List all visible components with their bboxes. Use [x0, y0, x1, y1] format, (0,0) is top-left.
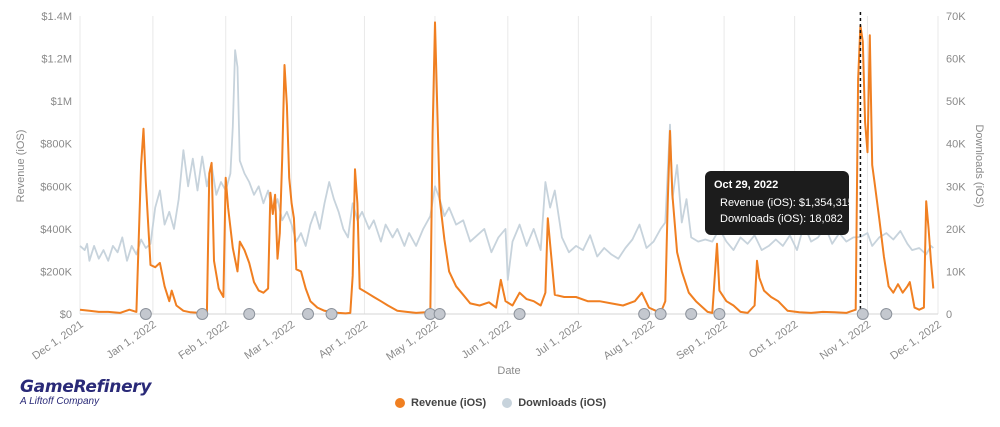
tooltip-date: Oct 29, 2022 — [714, 179, 779, 191]
left-tick-label: $1.2M — [41, 54, 72, 66]
left-axis-title: Revenue (iOS) — [15, 130, 27, 203]
x-tick-label: Mar 1, 2022 — [242, 319, 297, 363]
left-tick-label: $1M — [51, 96, 72, 108]
event-marker[interactable] — [713, 308, 726, 320]
x-tick-label: Sep 1, 2022 — [674, 319, 729, 363]
x-axis-title: Date — [497, 365, 520, 377]
event-marker[interactable] — [654, 308, 667, 320]
left-tick-label: $1.4M — [41, 11, 72, 23]
right-tick-label: 40K — [946, 139, 966, 151]
legend-item-revenue[interactable]: Revenue (iOS) — [395, 397, 486, 409]
x-tick-label: May 1, 2022 — [384, 319, 440, 364]
downloads-legend-dot-icon — [502, 398, 513, 408]
revenue-series-line — [79, 21, 935, 315]
series-layer — [79, 21, 935, 315]
event-marker[interactable] — [139, 308, 152, 320]
event-marker[interactable] — [880, 308, 893, 320]
event-marker[interactable] — [433, 308, 446, 320]
brand-logo: GameRefinery A Liftoff Company — [20, 377, 151, 407]
tooltip-downloads-text: Downloads (iOS): 18,082 — [720, 213, 843, 225]
event-markers — [139, 308, 893, 320]
right-tick-label: 60K — [946, 54, 966, 66]
legend-downloads-label: Downloads (iOS) — [518, 397, 607, 409]
legend-revenue-label: Revenue (iOS) — [411, 397, 487, 409]
brand-name: GameRefinery — [20, 377, 152, 397]
event-marker[interactable] — [302, 308, 315, 320]
revenue-legend-dot-icon — [395, 398, 405, 408]
x-tick-label: Jan 1, 2022 — [105, 319, 159, 362]
event-marker[interactable] — [513, 308, 526, 320]
x-tick-label: Nov 1, 2022 — [818, 319, 873, 363]
event-marker[interactable] — [196, 308, 209, 320]
left-tick-label: $800K — [40, 139, 72, 151]
event-marker[interactable] — [243, 308, 256, 320]
left-tick-label: $400K — [40, 224, 72, 236]
left-tick-label: $200K — [40, 266, 72, 278]
brand-tagline: A Liftoff Company — [20, 396, 100, 407]
x-tick-label: Jun 1, 2022 — [460, 319, 514, 362]
right-tick-label: 10K — [946, 266, 966, 278]
x-tick-label: Feb 1, 2022 — [176, 319, 231, 363]
x-tick-label: Aug 1, 2022 — [601, 319, 656, 363]
x-tick-label: Oct 1, 2022 — [747, 319, 800, 361]
right-tick-label: 70K — [946, 11, 966, 23]
right-tick-label: 50K — [946, 96, 966, 108]
left-axis-ticks: $0 $200K $400K $600K $800K $1M $1.2M $1.4M — [40, 11, 72, 321]
left-tick-label: $0 — [60, 309, 72, 321]
downloads-series-line — [79, 49, 934, 281]
right-tick-label: 20K — [946, 224, 966, 236]
event-marker[interactable] — [856, 308, 869, 320]
right-axis-title: Downloads (iOS) — [973, 124, 985, 207]
data-tooltip: Oct 29, 2022 Revenue (iOS): $1,354,315 D… — [705, 171, 854, 235]
right-tick-label: 30K — [946, 181, 966, 193]
x-tick-label: Apr 1, 2022 — [317, 319, 370, 361]
legend-item-downloads[interactable]: Downloads (iOS) — [502, 397, 606, 409]
event-marker[interactable] — [685, 308, 698, 320]
event-marker[interactable] — [325, 308, 338, 320]
right-axis-ticks: 0 10K 20K 30K 40K 50K 60K 70K — [946, 11, 966, 321]
x-tick-label: Dec 1, 2021 — [30, 319, 85, 363]
tooltip-revenue-row: Revenue (iOS): $1,354,315 — [714, 197, 854, 209]
x-tick-label: Jul 1, 2022 — [533, 319, 584, 360]
tooltip-revenue-text: Revenue (iOS): $1,354,315 — [720, 197, 854, 209]
right-tick-label: 0 — [946, 309, 952, 321]
left-tick-label: $600K — [40, 181, 72, 193]
x-tick-label: Dec 1, 2022 — [888, 319, 943, 363]
tooltip-downloads-row: Downloads (iOS): 18,082 — [714, 213, 843, 225]
chart-legend: Revenue (iOS) Downloads (iOS) — [395, 397, 606, 409]
x-axis-ticks: Dec 1, 2021 Jan 1, 2022 Feb 1, 2022 Mar 1, … — [30, 319, 943, 364]
event-marker[interactable] — [638, 308, 651, 320]
